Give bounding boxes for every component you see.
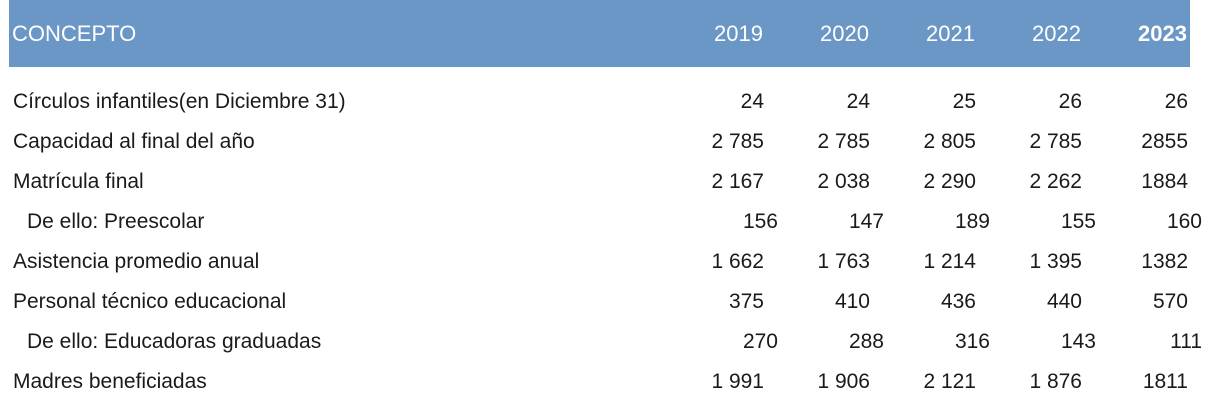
- cell-value: 111: [1170, 330, 1202, 353]
- cell-value: 2 805: [923, 130, 976, 153]
- cell-value: 2 262: [1029, 170, 1082, 193]
- table-row: Personal técnico educacional 375 410 436…: [9, 282, 1190, 322]
- cell-value: 160: [1166, 210, 1202, 233]
- table-row: De ello: Educadoras graduadas 270 288 31…: [9, 322, 1202, 362]
- cell-value: 436: [940, 290, 976, 313]
- header-year-2019: 2019: [714, 20, 763, 46]
- cell-value: 375: [728, 290, 764, 313]
- cell-value: 147: [848, 210, 884, 233]
- cell-value: 1 395: [1029, 250, 1082, 273]
- row-label: Capacidad al final del año: [13, 130, 255, 153]
- row-label: De ello: Educadoras graduadas: [27, 330, 322, 353]
- row-label: De ello: Preescolar: [27, 210, 205, 233]
- cell-value: 2855: [1141, 130, 1188, 153]
- cell-value: 189: [954, 210, 990, 233]
- row-label: Personal técnico educacional: [13, 290, 287, 313]
- cell-value: 24: [740, 90, 764, 113]
- cell-value: 2 785: [711, 130, 764, 153]
- header-year-2021: 2021: [926, 20, 975, 46]
- cell-value: 1 991: [711, 370, 764, 393]
- row-label: Matrícula final: [13, 170, 144, 193]
- cell-value: 155: [1060, 210, 1096, 233]
- cell-value: 288: [848, 330, 884, 353]
- cell-value: 316: [954, 330, 990, 353]
- cell-value: 1 876: [1029, 370, 1082, 393]
- cell-value: 24: [846, 90, 870, 113]
- cell-value: 570: [1152, 290, 1188, 313]
- table-row: Asistencia promedio anual 1 662 1 763 1 …: [9, 242, 1190, 282]
- header-year-2023: 2023: [1138, 20, 1187, 46]
- cell-value: 26: [1058, 90, 1082, 113]
- cell-value: 26: [1164, 90, 1188, 113]
- table-row: Círculos infantiles(en Diciembre 31) 24 …: [9, 82, 1190, 122]
- header-concept: CONCEPTO: [12, 20, 137, 46]
- cell-value: 1 906: [817, 370, 870, 393]
- table-row: Matrícula final 2 167 2 038 2 290 2 262 …: [9, 162, 1190, 202]
- cell-value: 1811: [1142, 370, 1188, 393]
- table-row: Madres beneficiadas 1 991 1 906 2 121 1 …: [9, 362, 1190, 402]
- cell-value: 1382: [1141, 250, 1188, 273]
- cell-value: 2 038: [817, 170, 870, 193]
- data-table: CONCEPTO 2019 2020 2021 2022 2023 Círcul…: [9, 0, 1202, 402]
- cell-value: 2 290: [923, 170, 976, 193]
- cell-value: 440: [1046, 290, 1082, 313]
- cell-value: 156: [742, 210, 778, 233]
- header-year-2022: 2022: [1032, 20, 1081, 46]
- cell-value: 1884: [1141, 170, 1188, 193]
- header-spacer: [9, 67, 1190, 82]
- cell-value: 25: [952, 90, 976, 113]
- cell-value: 1 214: [923, 250, 976, 273]
- table-header: CONCEPTO 2019 2020 2021 2022 2023: [9, 0, 1190, 67]
- cell-value: 2 121: [923, 370, 976, 393]
- cell-value: 143: [1060, 330, 1096, 353]
- row-label: Madres beneficiadas: [13, 370, 207, 393]
- header-year-2020: 2020: [820, 20, 869, 46]
- cell-value: 1 763: [817, 250, 870, 273]
- table-row: De ello: Preescolar 156 147 189 155 160: [9, 202, 1202, 242]
- row-label: Círculos infantiles(en Diciembre 31): [13, 90, 346, 113]
- cell-value: 410: [834, 290, 870, 313]
- cell-value: 2 167: [711, 170, 764, 193]
- cell-value: 270: [742, 330, 778, 353]
- table-row: Capacidad al final del año 2 785 2 785 2…: [9, 122, 1190, 162]
- cell-value: 1 662: [711, 250, 764, 273]
- cell-value: 2 785: [1029, 130, 1082, 153]
- row-label: Asistencia promedio anual: [13, 250, 260, 273]
- cell-value: 2 785: [817, 130, 870, 153]
